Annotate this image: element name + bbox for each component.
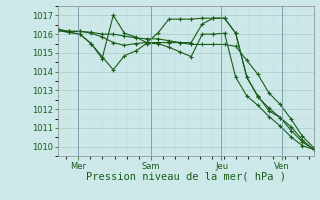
X-axis label: Pression niveau de la mer( hPa ): Pression niveau de la mer( hPa ) — [86, 172, 286, 182]
